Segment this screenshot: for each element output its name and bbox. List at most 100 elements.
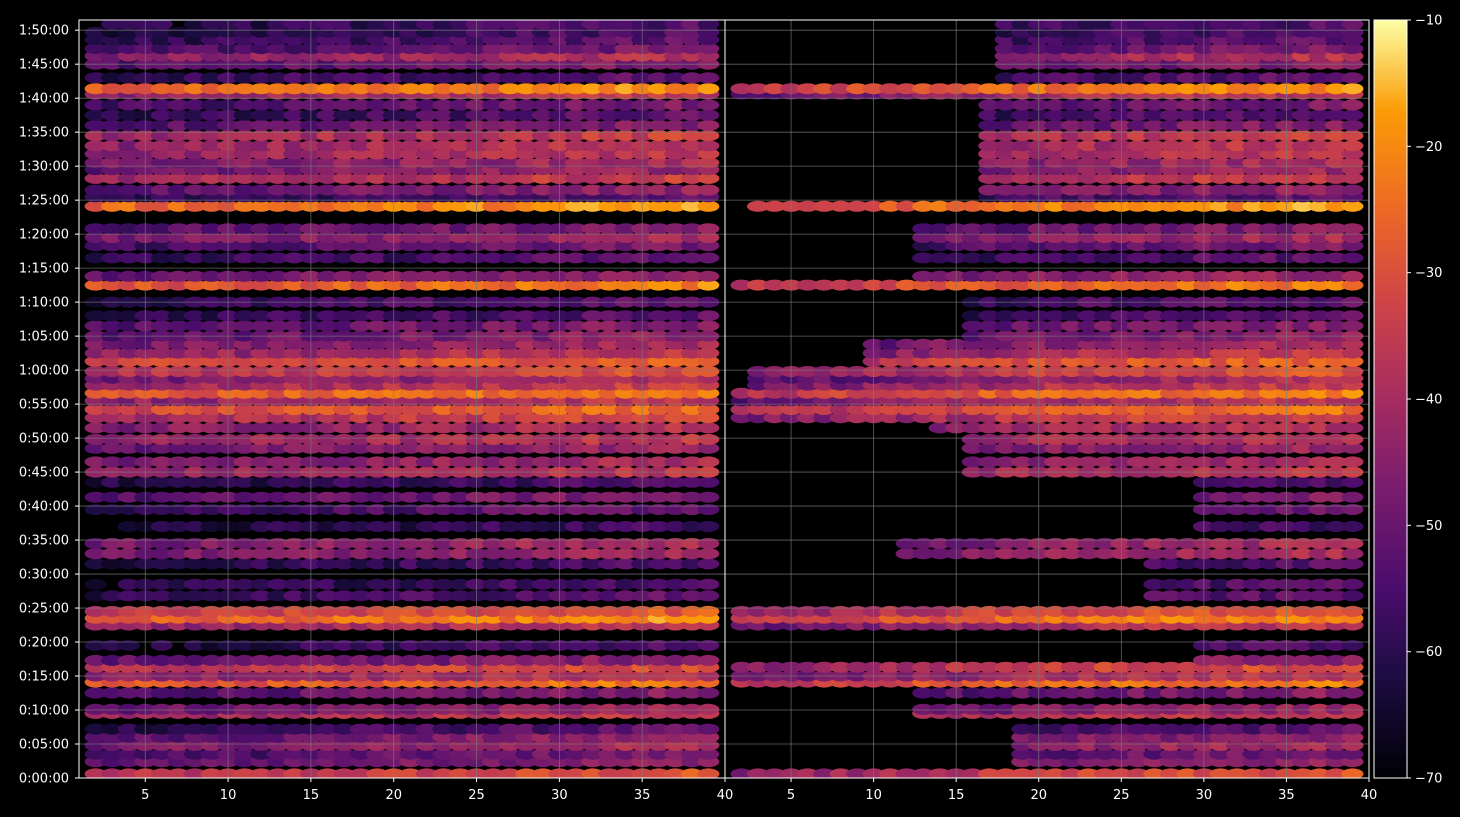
left-heatmap-cell — [167, 240, 190, 252]
right-heatmap-cell — [1143, 687, 1166, 699]
right-heatmap-cell — [1044, 661, 1067, 673]
right-heatmap-cell — [1011, 366, 1034, 377]
left-heatmap-cell — [183, 310, 206, 322]
left-heatmap-cell — [399, 723, 422, 735]
right-heatmap-cell — [1258, 83, 1281, 95]
left-heatmap-cell — [449, 20, 471, 30]
right-heatmap-cell — [1308, 768, 1331, 778]
right-heatmap-cell — [796, 404, 819, 415]
left-heatmap-cell — [680, 442, 703, 454]
right-heatmap-cell — [1209, 148, 1232, 160]
left-heatmap-cell — [84, 279, 107, 291]
left-heatmap-cell — [664, 731, 687, 743]
left-heatmap-cell — [333, 109, 355, 121]
left-heatmap-cell — [150, 387, 173, 399]
left-heatmap-cell — [233, 232, 256, 243]
right-heatmap-cell — [1225, 26, 1248, 38]
right-heatmap-cell — [1159, 20, 1182, 30]
right-heatmap-cell — [1077, 83, 1100, 95]
left-heatmap-cell — [598, 504, 621, 515]
right-heatmap-cell — [1093, 366, 1116, 377]
right-heatmap-cell — [1225, 412, 1248, 424]
right-heatmap-cell — [1242, 109, 1265, 121]
right-heatmap-cell — [912, 279, 935, 291]
right-heatmap-cell — [1258, 605, 1281, 617]
left-heatmap-cell — [101, 723, 124, 735]
right-heatmap-cell — [1126, 83, 1149, 95]
left-heatmap-cell — [101, 748, 124, 760]
left-heatmap-cell — [531, 109, 554, 121]
right-heatmap-cell — [1011, 99, 1034, 111]
left-heatmap-cell — [432, 703, 455, 715]
right-heatmap-cell — [912, 703, 935, 715]
left-heatmap-cell — [415, 279, 438, 291]
left-heatmap-cell — [101, 347, 124, 359]
left-heatmap-cell — [515, 83, 538, 95]
right-heatmap-cell — [813, 661, 836, 673]
left-heatmap-cell — [399, 654, 422, 666]
right-heatmap-cell — [1044, 538, 1067, 549]
left-heatmap-cell — [482, 252, 505, 264]
left-heatmap-cell — [564, 130, 587, 142]
left-heatmap-cell — [333, 590, 355, 602]
left-heatmap-cell — [366, 491, 389, 503]
left-heatmap-cell — [415, 654, 438, 666]
left-heatmap-cell — [183, 504, 206, 515]
left-heatmap-cell — [498, 99, 521, 111]
left-heatmap-cell — [697, 558, 720, 570]
right-heatmap-cell — [1176, 739, 1199, 751]
left-heatmap-cell — [233, 768, 256, 778]
right-heatmap-cell — [1143, 355, 1166, 367]
right-heatmap-cell — [1011, 270, 1034, 282]
x-tick-label: 30 — [1196, 788, 1213, 803]
left-heatmap-cell — [515, 548, 538, 560]
left-heatmap-cell — [515, 412, 538, 424]
right-heatmap-cell — [1126, 223, 1149, 235]
right-heatmap-cell — [1143, 605, 1166, 617]
left-heatmap-cell — [399, 404, 422, 415]
right-heatmap-cell — [1077, 270, 1100, 282]
left-heatmap-cell — [432, 355, 455, 367]
left-heatmap-cell — [680, 157, 703, 169]
left-heatmap-cell — [680, 270, 703, 282]
left-heatmap-cell — [250, 412, 273, 424]
left-heatmap-cell — [432, 200, 455, 212]
left-heatmap-cell — [432, 172, 455, 184]
left-heatmap-cell — [614, 748, 637, 760]
left-heatmap-cell — [449, 355, 471, 367]
left-heatmap-cell — [664, 72, 687, 84]
left-heatmap-cell — [117, 157, 140, 169]
right-heatmap-cell — [1341, 654, 1364, 666]
right-heatmap-cell — [978, 130, 1001, 142]
right-heatmap-cell — [1325, 130, 1347, 142]
right-heatmap-cell — [1225, 654, 1248, 666]
right-heatmap-cell — [1225, 99, 1248, 111]
right-heatmap-cell — [994, 605, 1017, 617]
right-heatmap-cell — [1093, 270, 1116, 282]
right-heatmap-cell — [928, 687, 951, 699]
left-heatmap-cell — [167, 442, 190, 454]
left-heatmap-cell — [316, 654, 339, 666]
left-heatmap-cell — [449, 538, 471, 549]
left-heatmap-cell — [117, 252, 140, 264]
left-heatmap-cell — [333, 240, 355, 252]
left-heatmap-cell — [697, 703, 720, 715]
right-heatmap-cell — [1011, 456, 1034, 468]
left-heatmap-cell — [680, 26, 703, 38]
left-heatmap-cell — [316, 731, 339, 743]
right-heatmap-cell — [994, 223, 1017, 235]
left-heatmap-cell — [564, 687, 587, 699]
right-heatmap-cell — [1060, 387, 1083, 399]
left-heatmap-cell — [266, 140, 289, 152]
left-heatmap-cell — [150, 491, 173, 503]
left-heatmap-cell — [283, 347, 306, 359]
right-heatmap-cell — [1308, 422, 1331, 434]
left-heatmap-cell — [564, 456, 587, 468]
right-heatmap-cell — [1176, 223, 1199, 235]
left-heatmap-cell — [283, 768, 306, 778]
left-heatmap-cell — [449, 476, 471, 488]
right-heatmap-cell — [1225, 687, 1248, 699]
left-heatmap-cell — [366, 442, 389, 454]
right-heatmap-cell — [1258, 130, 1281, 142]
left-heatmap-cell — [250, 157, 273, 169]
